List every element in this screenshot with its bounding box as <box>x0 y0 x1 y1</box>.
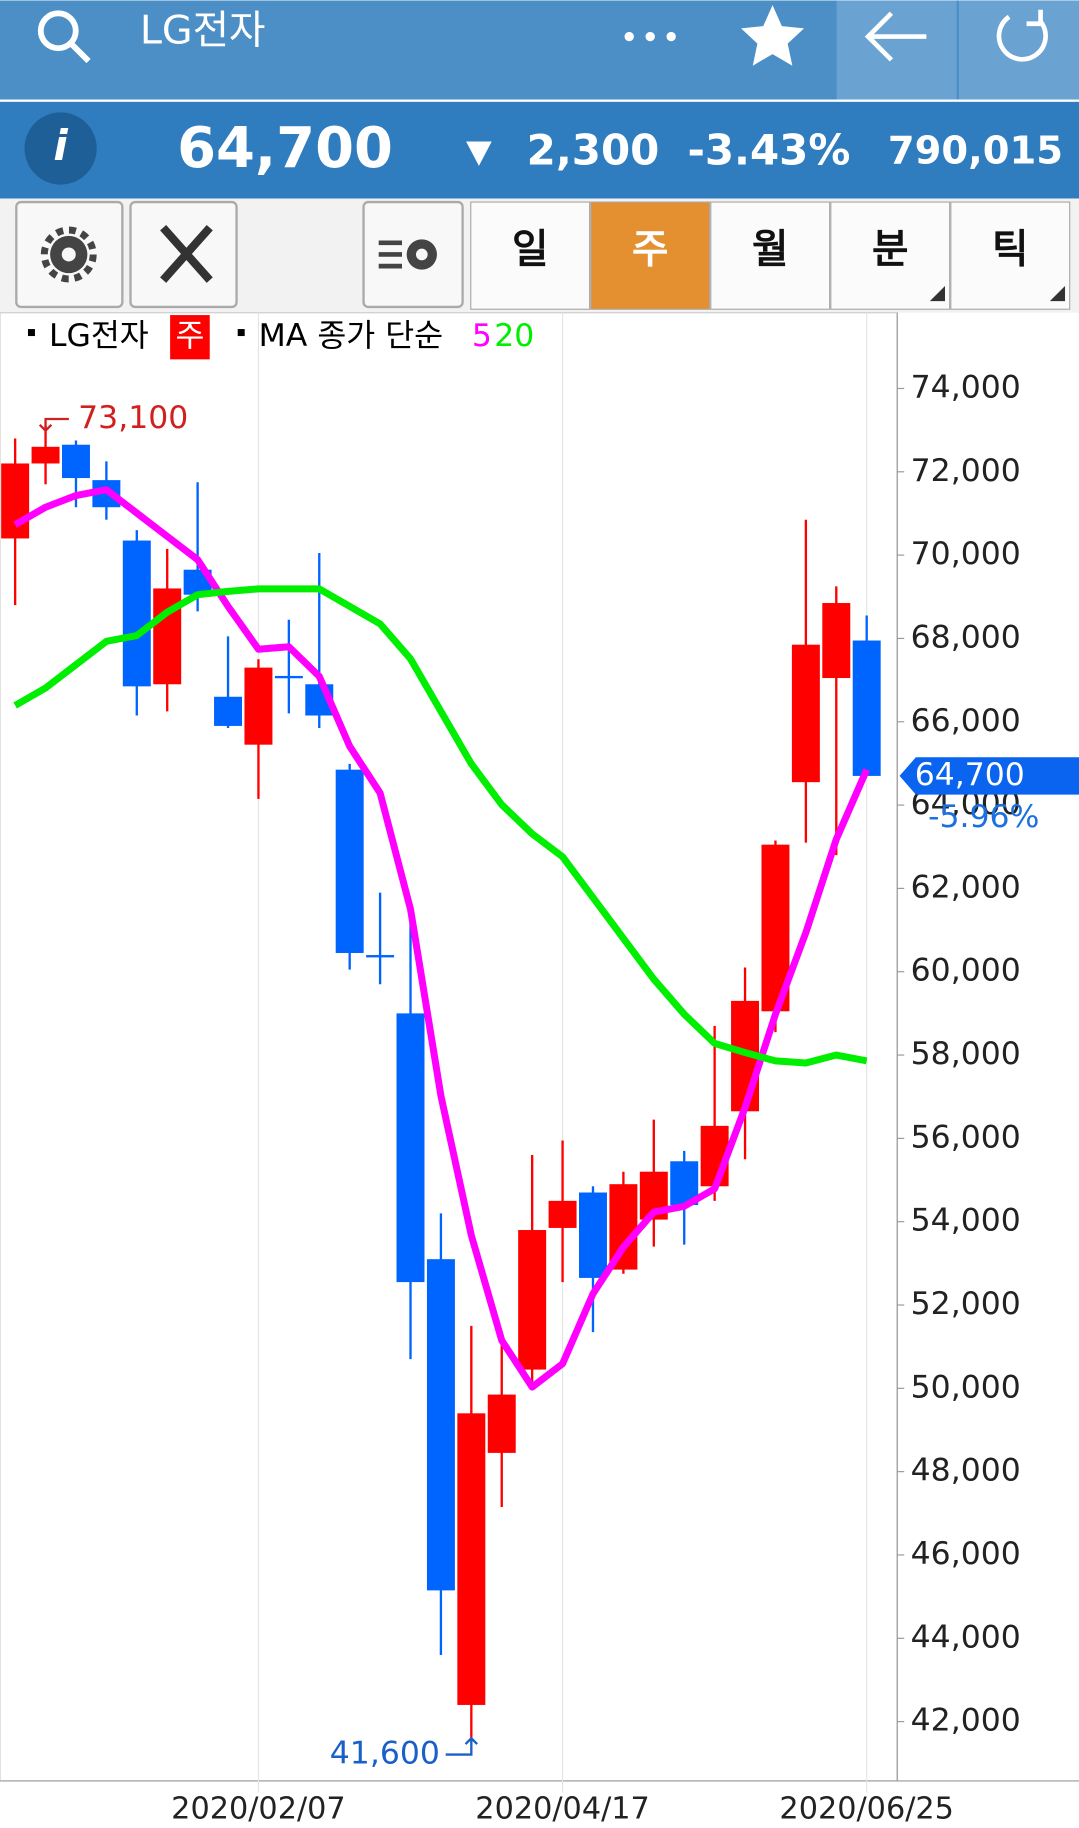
candle-body <box>822 603 851 679</box>
legend-series: 20 <box>494 318 534 354</box>
candle-body <box>274 675 303 679</box>
volume: 790,015 <box>888 129 1063 174</box>
legend-ma: MA 종가 단순 <box>259 318 443 354</box>
candle-body <box>579 1192 607 1278</box>
y-tick-label: 48,000 <box>911 1453 1021 1489</box>
tab[interactable] <box>710 201 831 310</box>
refresh-icon[interactable] <box>996 9 1048 62</box>
last-price-label: 64,700 <box>915 757 1025 793</box>
y-tick-label: 66,000 <box>911 703 1021 739</box>
low-marker <box>445 1736 478 1756</box>
candle-body <box>122 540 151 687</box>
candle-body <box>61 444 90 479</box>
settings-button[interactable] <box>15 200 124 309</box>
tab-label[interactable]: 분 <box>872 227 908 273</box>
candle-body <box>396 1013 425 1283</box>
x-tick-label: 2020/04/17 <box>475 1792 650 1827</box>
info-button[interactable] <box>24 112 97 185</box>
legend-stock: LG전자 <box>49 318 149 354</box>
y-tick-label: 44,000 <box>911 1619 1021 1655</box>
last-change-label: -5.96% <box>928 799 1039 835</box>
x-tick-label: 2020/06/25 <box>779 1792 954 1827</box>
y-tick-label: 58,000 <box>911 1036 1021 1072</box>
y-tick-label: 72,000 <box>911 453 1021 489</box>
candle-body <box>426 1259 455 1591</box>
legend-period: 주 <box>175 318 204 354</box>
tab[interactable] <box>590 201 711 310</box>
legend-series: 5 <box>472 318 492 354</box>
y-tick-label: 52,000 <box>911 1286 1021 1322</box>
search-icon[interactable] <box>37 10 91 64</box>
svg-text:i: i <box>53 121 68 170</box>
tab-corner <box>1049 285 1066 302</box>
candle-body <box>548 1200 577 1228</box>
y-tick-label: 68,000 <box>911 619 1021 655</box>
y-tick-label: 50,000 <box>911 1369 1021 1405</box>
change-percent: -3.43% <box>687 126 850 175</box>
candle-body <box>31 446 60 464</box>
more-icon[interactable] <box>624 31 676 42</box>
back-icon[interactable] <box>864 11 927 62</box>
tab-label[interactable]: 일 <box>512 227 548 273</box>
favorite-icon[interactable] <box>741 5 805 66</box>
down-arrow <box>466 141 492 166</box>
candle-body <box>1 463 30 539</box>
y-tick-label: 70,000 <box>911 536 1021 572</box>
candle-body <box>335 769 364 953</box>
indicator-settings-button[interactable] <box>362 200 464 309</box>
high-marker <box>38 417 69 433</box>
moving-average-line <box>13 486 870 1391</box>
tab-label[interactable]: 틱 <box>992 227 1028 273</box>
candle-body <box>366 955 395 958</box>
y-tick-label: 56,000 <box>911 1119 1021 1155</box>
tab[interactable] <box>830 201 951 310</box>
y-tick-label: 54,000 <box>911 1203 1021 1239</box>
y-tick-label: 74,000 <box>911 369 1021 405</box>
y-tick-label: 62,000 <box>911 869 1021 905</box>
tab-label[interactable]: 월 <box>752 227 788 273</box>
y-tick-label: 42,000 <box>911 1703 1021 1739</box>
last-price-marker <box>899 757 1079 795</box>
candle-body <box>244 667 273 745</box>
price-change: 2,300 <box>527 126 660 175</box>
y-tick-label: 46,000 <box>911 1536 1021 1572</box>
candle-body <box>518 1230 547 1370</box>
y-tick-label: 60,000 <box>911 953 1021 989</box>
tab-label[interactable]: 주 <box>632 227 668 273</box>
candle-body <box>457 1413 486 1705</box>
current-price: 64,700 <box>177 116 393 181</box>
price-bar <box>0 101 1079 199</box>
x-tick-label: 2020/02/07 <box>171 1792 346 1827</box>
low-label: 41,600 <box>330 1736 440 1772</box>
high-label: 73,100 <box>78 400 188 436</box>
candle-body <box>487 1394 516 1453</box>
candle-body <box>791 644 820 783</box>
candle-body <box>214 696 243 726</box>
tab[interactable] <box>950 201 1071 310</box>
moving-average-line <box>13 585 868 1067</box>
tools-button[interactable] <box>129 200 238 309</box>
candle-body <box>852 640 881 776</box>
tab[interactable] <box>470 201 591 310</box>
page-title: LG전자 <box>140 8 266 54</box>
